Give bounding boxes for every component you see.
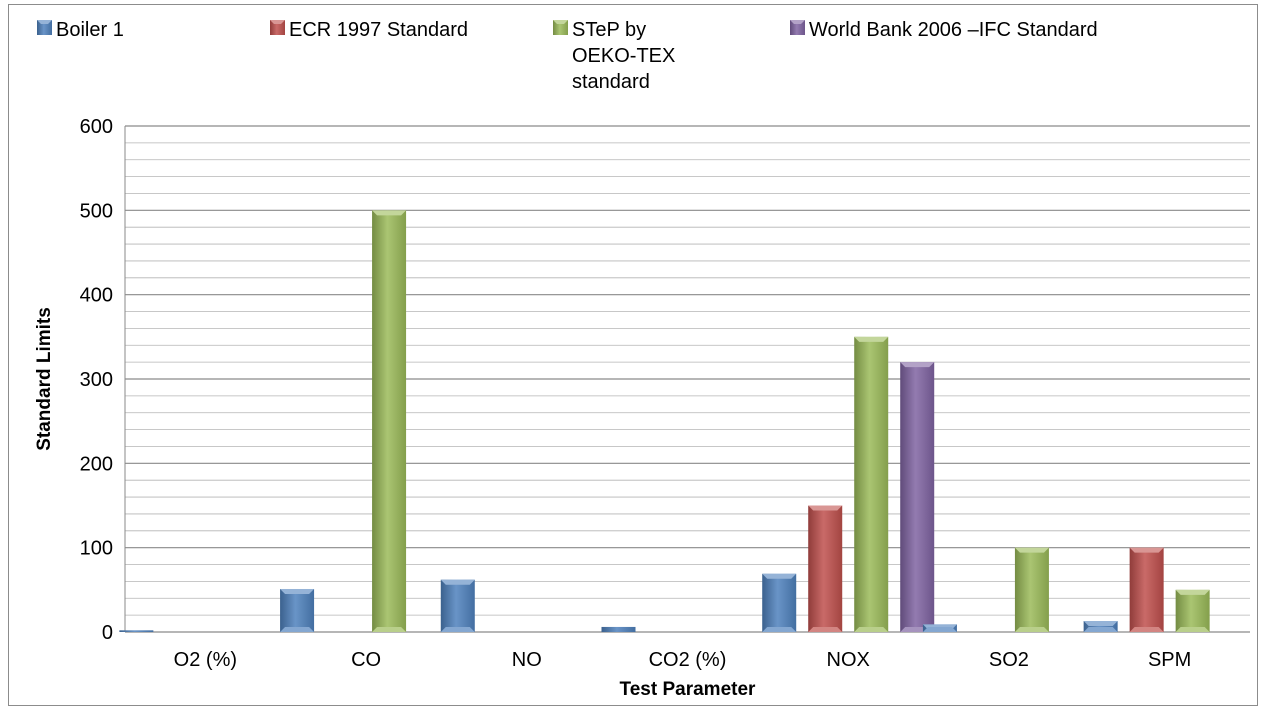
x-tick-label: O2 (%) [174,649,237,671]
bar-cap-bottom [808,627,843,632]
bar-cap-top [1175,589,1210,595]
legend-swatch-cap [790,20,805,24]
x-tick-label: NO [512,649,542,671]
bar-body [1175,589,1210,632]
x-tick-label: SO2 [989,649,1029,671]
legend-label: ECR 1997 Standard [289,19,468,41]
bar [601,626,636,632]
bar-body [762,573,797,632]
bar [440,579,475,632]
bar [1014,547,1049,632]
bar-cap-top [1129,547,1164,553]
y-tick-label: 500 [80,200,113,222]
bar-cap-bottom [762,627,797,632]
bar-body [1083,621,1118,632]
bar [280,588,315,632]
y-axis-title: Standard Limits [34,307,55,451]
bar [922,624,957,632]
x-axis-title: Test Parameter [620,679,756,700]
y-tick-label: 300 [80,369,113,391]
bar-cap-top [372,210,407,216]
bar-cap-bottom [1014,627,1049,632]
bar [854,336,889,632]
bar-cap-bottom [1129,627,1164,632]
bar [119,630,154,632]
bar [900,362,935,632]
bar-cap-bottom [922,627,957,632]
bar-cap-bottom [854,627,889,632]
bar-cap-top [762,573,797,579]
legend-swatch-cap [37,20,52,24]
y-tick-labels: 0 100 200 300 400 500 600 [80,116,113,644]
y-tick-label: 600 [80,116,113,138]
bar-body [1014,547,1049,632]
bar [1175,589,1210,632]
bar-cap-top [280,588,315,594]
bar-cap-bottom [1083,627,1118,632]
legend-label: OEKO-TEX [572,45,675,67]
gridlines [124,125,1250,633]
bar-cap-top [440,579,475,585]
x-tick-label: SPM [1148,649,1191,671]
legend-label: STeP by [572,19,646,41]
bar [762,573,797,632]
y-tick-label: 200 [80,453,113,475]
legend-swatch-cap [270,20,285,24]
bar-cap-top [1083,621,1118,627]
bar-body [854,336,889,632]
bar [1129,547,1164,632]
legend-label: World Bank 2006 –IFC Standard [809,19,1098,41]
bar [372,210,407,633]
bar-cap-top [1014,547,1049,553]
x-tick-label: NOX [827,649,870,671]
bar-cap-top [900,362,935,368]
y-tick-label: 100 [80,538,113,560]
bars [119,210,1210,633]
bar-body [1129,547,1164,632]
bar-cap-top [854,336,889,342]
bar-body [119,630,154,632]
chart-frame [8,4,1258,706]
x-tick-label: CO [351,649,381,671]
legend: Boiler 1 ECR 1997 Standard STeP by OEKO-TEX… [37,19,1098,93]
legend-item: World Bank 2006 –IFC Standard [790,19,1098,41]
bar-cap-bottom [372,627,407,632]
bar-cap-bottom [440,627,475,632]
bar [1083,621,1118,632]
bar-body [440,579,475,632]
legend-label: standard [572,71,650,93]
legend-item: ECR 1997 Standard [270,19,468,41]
y-tick-label: 0 [102,622,113,644]
bar-cap-bottom [1175,627,1210,632]
bar-body [808,505,843,632]
bar-cap-top [808,505,843,511]
x-tick-labels: O2 (%) CO NO CO2 (%) NOX SO2 SPM [174,649,1192,671]
bar-body [280,588,315,632]
legend-item: Boiler 1 [37,19,124,41]
bar-body [372,210,407,633]
bar-cap-bottom [280,627,315,632]
bar-body [900,362,935,632]
legend-label: Boiler 1 [56,19,124,41]
y-tick-label: 400 [80,285,113,307]
bar-body [601,626,636,632]
bar [808,505,843,632]
legend-swatch-cap [553,20,568,24]
x-tick-label: CO2 (%) [649,649,727,671]
legend-item: STeP by OEKO-TEX standard [553,19,675,93]
